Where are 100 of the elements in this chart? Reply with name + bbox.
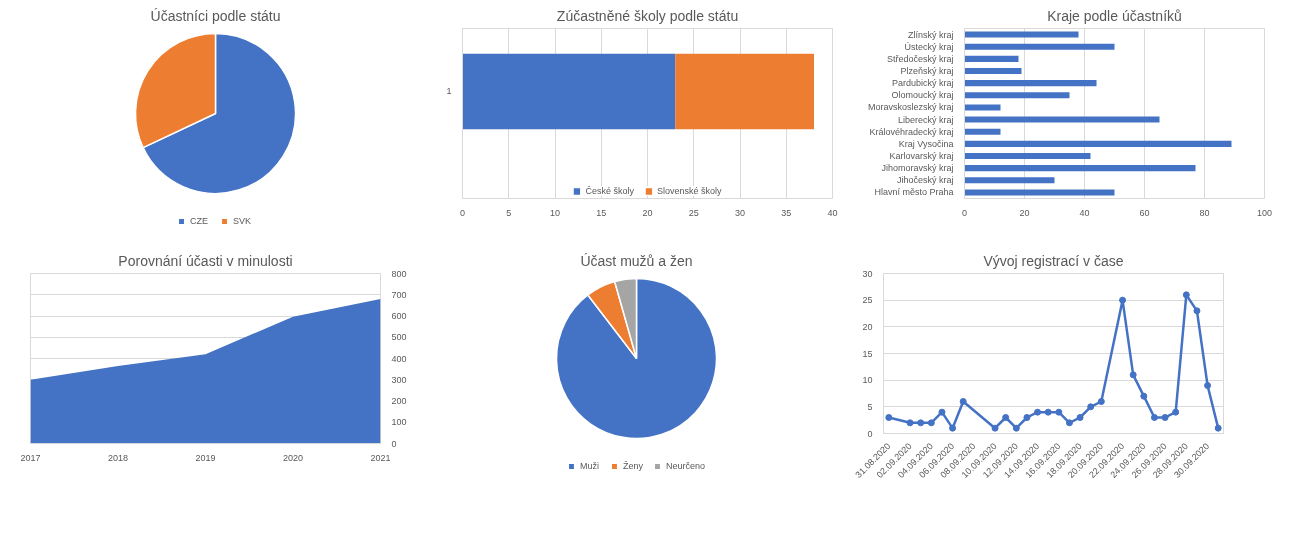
point <box>1129 371 1137 379</box>
bar <box>964 152 1091 160</box>
point <box>1044 408 1052 416</box>
legend-label: Ženy <box>622 461 643 471</box>
y-tick-label: Pardubický kraj <box>891 78 954 89</box>
bar <box>964 92 1070 99</box>
x-tick-label: 2019 <box>195 452 216 463</box>
bar <box>964 116 1160 123</box>
y-tick-label: Zlínský kraj <box>907 29 954 40</box>
y-tick-label: 600 <box>391 311 407 321</box>
y-tick-label: Středočeský kraj <box>886 53 954 64</box>
point <box>1204 382 1212 389</box>
chart-title: Vývoj registrací v čase <box>983 252 1124 269</box>
x-tick-label: 2021 <box>370 452 391 463</box>
x-tick-label: 100 <box>1256 207 1273 218</box>
chart-title: Kraje podle účastníků <box>1047 7 1182 24</box>
y-tick-label: 500 <box>391 332 407 343</box>
x-tick-label: 0 <box>460 207 466 218</box>
x-tick-label: 40 <box>827 207 838 218</box>
bar <box>964 104 1001 111</box>
y-tick-label: Jihočeský kraj <box>896 175 954 186</box>
y-tick-label: 200 <box>391 396 407 406</box>
chart-title: Zúčastněné školy podle státu <box>556 7 739 24</box>
x-tick-label: 10 <box>549 207 561 218</box>
x-tick-label: 2018 <box>107 452 129 463</box>
point <box>938 408 946 416</box>
point <box>1076 414 1084 421</box>
point <box>1140 392 1148 400</box>
x-tick-label: 20 <box>642 207 653 218</box>
legend-label: České školy <box>585 186 634 196</box>
y-tick-label: 25 <box>862 295 873 306</box>
y-tick-label: 300 <box>391 374 407 385</box>
y-tick-label: Plzeňský kraj <box>900 66 954 76</box>
y-tick-label: Liberecký kraj <box>897 114 954 125</box>
point <box>1150 414 1158 421</box>
chart-title: Účast mužů a žen <box>580 252 693 269</box>
point <box>1161 414 1169 421</box>
bar <box>964 55 1019 62</box>
x-tick-label: 2017 <box>20 452 41 463</box>
legend-label: Neurčeno <box>665 461 706 471</box>
point <box>959 398 967 405</box>
legend-label: CZE <box>190 216 209 226</box>
y-tick-label: 800 <box>391 268 407 279</box>
x-tick-label: 0 <box>962 207 968 218</box>
x-tick-label: 60 <box>1139 207 1150 218</box>
y-tick-label: Olomoucký kraj <box>891 90 954 101</box>
x-tick-label: 15 <box>596 207 607 218</box>
x-tick-label: 5 <box>506 207 512 218</box>
y-tick-label: Moravskoslezský kraj <box>867 102 954 113</box>
point <box>1023 414 1031 421</box>
legend-label: Slovenské školy <box>656 186 722 196</box>
bar <box>964 165 1196 172</box>
y-tick-label: 5 <box>867 401 873 412</box>
point <box>1119 296 1127 304</box>
x-tick-label: 20 <box>1019 207 1030 218</box>
bar <box>964 140 1232 147</box>
point <box>949 424 957 432</box>
bar <box>964 80 1097 87</box>
y-tick-label: 100 <box>391 417 407 428</box>
y-tick-label: Jihomoravský kraj <box>881 163 954 174</box>
chart-title: Porovnání účasti v minulosti <box>118 252 293 269</box>
point <box>1034 408 1042 416</box>
y-tick-label: Ústecký kraj <box>904 41 954 52</box>
bar <box>964 67 1022 75</box>
y-tick-label: 20 <box>862 321 873 332</box>
point <box>1012 424 1020 432</box>
point <box>927 419 935 427</box>
y-tick-label: 0 <box>867 428 873 439</box>
x-tick-label: 35 <box>781 207 792 218</box>
bar <box>964 128 1001 135</box>
point <box>1214 424 1222 432</box>
y-tick-label: Hlavní město Praha <box>874 187 954 198</box>
legend-label: Muži <box>579 461 600 471</box>
x-tick-label: 25 <box>688 207 699 218</box>
point <box>1172 408 1180 416</box>
x-tick-label: 2020 <box>282 452 304 463</box>
y-tick-label: 15 <box>862 348 873 359</box>
x-tick-label: 30 <box>734 207 746 218</box>
y-tick-label: 10 <box>862 375 873 386</box>
x-tick-label: 80 <box>1199 207 1210 218</box>
point <box>885 414 893 421</box>
y-tick-label: 700 <box>391 289 407 300</box>
y-tick-label: Karlovarský kraj <box>889 151 954 161</box>
bar <box>964 31 1079 38</box>
point <box>991 424 999 432</box>
point <box>1193 307 1201 315</box>
point <box>1055 408 1063 416</box>
point <box>1097 398 1105 405</box>
bar <box>964 177 1055 184</box>
point <box>917 419 925 427</box>
point <box>1002 414 1010 421</box>
point <box>906 419 914 427</box>
x-tick-label: 40 <box>1079 207 1090 218</box>
point <box>1065 419 1073 427</box>
y-tick-label: 30 <box>862 268 873 279</box>
chart-title: Účastníci podle státu <box>150 7 281 24</box>
y-tick-label: 1 <box>446 86 452 97</box>
bar <box>964 43 1115 50</box>
legend-label: SVK <box>233 216 252 226</box>
bar <box>964 189 1115 196</box>
